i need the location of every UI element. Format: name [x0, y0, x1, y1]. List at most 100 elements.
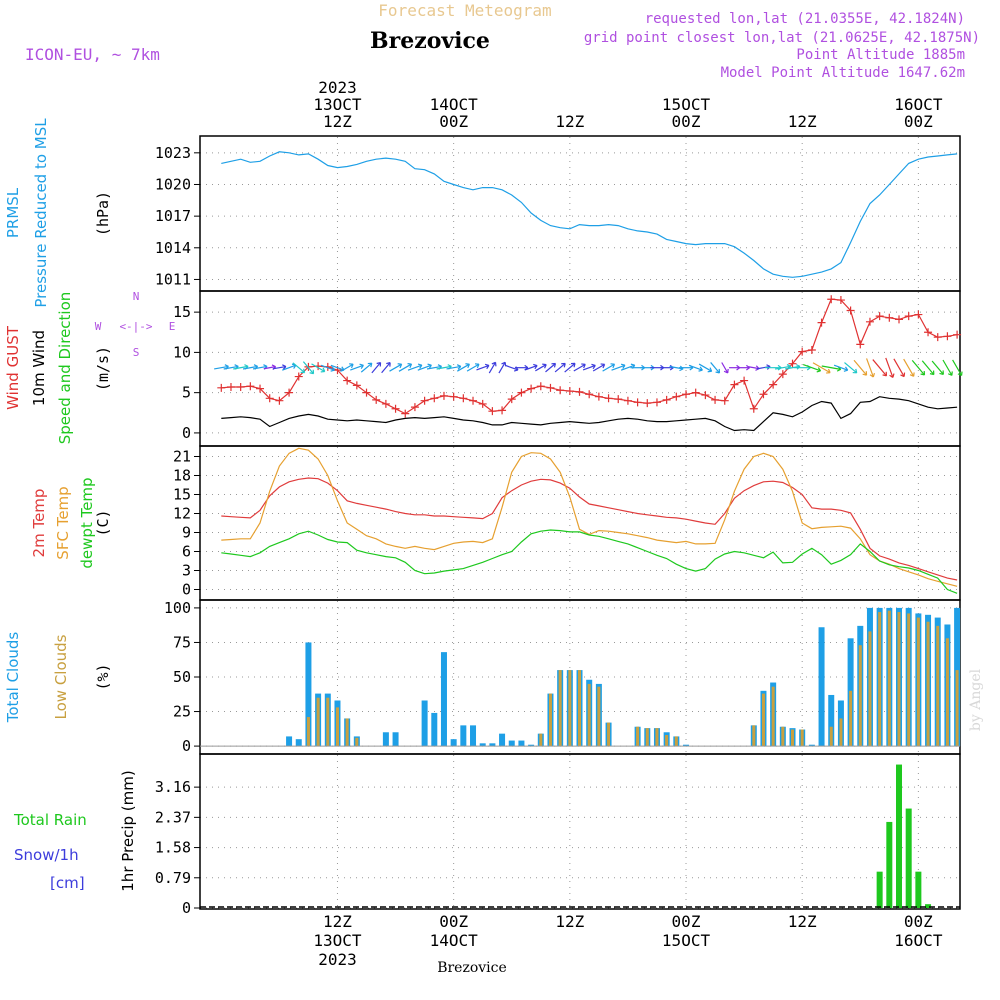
gust-marker — [420, 396, 429, 405]
gust-marker — [507, 395, 516, 404]
total-cloud-bar — [450, 739, 457, 747]
wind-arrow-head — [591, 363, 596, 370]
low-cloud-bar — [665, 735, 669, 747]
total-cloud-bar — [818, 627, 825, 747]
gust-marker — [352, 381, 361, 390]
wind-arrow — [360, 362, 373, 373]
total-cloud-bar — [392, 732, 399, 747]
low-cloud-bar — [781, 726, 785, 747]
low-cloud-bar — [945, 638, 949, 747]
wind-arrow — [371, 362, 382, 374]
wind-arrow — [446, 365, 461, 370]
wind-arrow-head — [882, 371, 888, 377]
wind-ylabel-2: Speed and Direction — [56, 292, 74, 445]
wind-arrow-head — [551, 362, 557, 368]
total-cloud-bar — [828, 694, 835, 747]
wind-arrow — [252, 365, 268, 370]
low-cloud-bar — [597, 686, 601, 747]
gust-marker — [498, 406, 507, 415]
top-time-label-1-1: 00Z — [439, 112, 468, 131]
compass-s: S — [133, 346, 140, 359]
total-cloud-bar — [421, 700, 428, 747]
gust-marker — [643, 399, 652, 408]
gust-marker — [226, 383, 235, 392]
wind-arrow-head — [816, 367, 822, 373]
clouds-ytick-label-3: 75 — [173, 633, 191, 651]
wind-arrow-head — [852, 368, 858, 374]
gust-marker — [275, 396, 284, 405]
wind-arrow-head — [456, 364, 462, 370]
wind-arrow — [389, 363, 402, 372]
wind-arrow — [223, 365, 239, 370]
wind-arrow — [233, 365, 249, 370]
gust-marker — [788, 359, 797, 368]
gust-marker — [720, 396, 729, 405]
gust-marker — [478, 399, 487, 408]
wind-arrow-head — [929, 370, 935, 376]
gust-marker — [836, 296, 845, 305]
gust-marker — [856, 340, 865, 349]
gust-marker — [401, 409, 410, 418]
wind-arrow-head — [909, 372, 915, 377]
wind-arrow-head — [309, 369, 315, 375]
low-cloud-bar — [335, 707, 339, 747]
total-cloud-bar — [382, 732, 389, 747]
gust-marker — [614, 395, 623, 404]
location-title: Brezovice — [370, 28, 490, 54]
low-cloud-bar — [771, 686, 775, 747]
low-cloud-bar — [955, 670, 959, 747]
compass-w: W — [95, 320, 102, 333]
wind-ytick-label-1: 5 — [182, 384, 191, 402]
clouds-ytick-label-1: 25 — [173, 703, 191, 721]
low-cloud-bar — [878, 612, 882, 747]
wind-arrow-head — [920, 370, 926, 376]
wind-arrow-head — [359, 363, 364, 369]
gust-marker — [914, 310, 923, 319]
low-cloud-bar — [916, 617, 920, 747]
wind-arrow — [292, 362, 305, 374]
bottom-time-label-1-1: 14OCT — [430, 931, 479, 950]
bottom-time-label-1-0: 00Z — [439, 912, 468, 931]
pressure-ylabel-0: PRMSL — [4, 187, 22, 238]
gust-marker — [623, 396, 632, 405]
wind-arrow — [602, 363, 615, 372]
wind-arrow-head — [300, 368, 306, 374]
wind-panel: 0 5 10 15 (m/s) Wind GUST 10m Wind Speed and Di… — [4, 290, 963, 447]
wind-arrow-head — [826, 368, 831, 374]
gust-marker — [672, 392, 681, 401]
wind-unit-label: (m/s) — [94, 346, 112, 391]
wind-arrow — [535, 364, 547, 372]
gust-marker — [527, 384, 536, 393]
wind-arrow — [554, 362, 566, 373]
wind-arrow — [785, 365, 800, 370]
wind-arrow-head — [376, 361, 382, 367]
wind-ytick-label-3: 15 — [173, 303, 191, 321]
gust-marker — [236, 383, 245, 392]
wind-arrow — [573, 363, 586, 372]
gust-marker — [691, 388, 700, 397]
temperature-ytick-label-7: 21 — [173, 448, 191, 466]
bottom-time-label-0-0: 12Z — [323, 912, 352, 931]
wind-arrow — [330, 364, 345, 371]
wind-arrow-head — [570, 362, 576, 368]
wind-arrow — [611, 364, 626, 371]
rain-bar — [925, 904, 932, 908]
wind-arrow-head — [386, 362, 391, 367]
wind-arrow-head — [723, 368, 729, 374]
wind-arrow — [853, 359, 868, 376]
low-cloud-bar — [926, 621, 930, 747]
wind-arrow — [952, 359, 963, 376]
wind-arrow-head — [939, 370, 944, 375]
bottom-time-label-4-0: 12Z — [788, 912, 817, 931]
gust-marker — [343, 376, 352, 385]
gust-marker — [865, 317, 874, 326]
wind-arrow — [721, 362, 729, 374]
gust-marker — [827, 295, 836, 304]
low-cloud-bar — [645, 728, 649, 747]
bottom-time-label-0-2: 2023 — [318, 950, 357, 969]
temp-ylabel-1: SFC Temp — [54, 486, 72, 559]
wind-arrow-head — [465, 363, 470, 369]
wind-arrow-head — [561, 362, 566, 368]
wind-arrow — [872, 359, 887, 377]
